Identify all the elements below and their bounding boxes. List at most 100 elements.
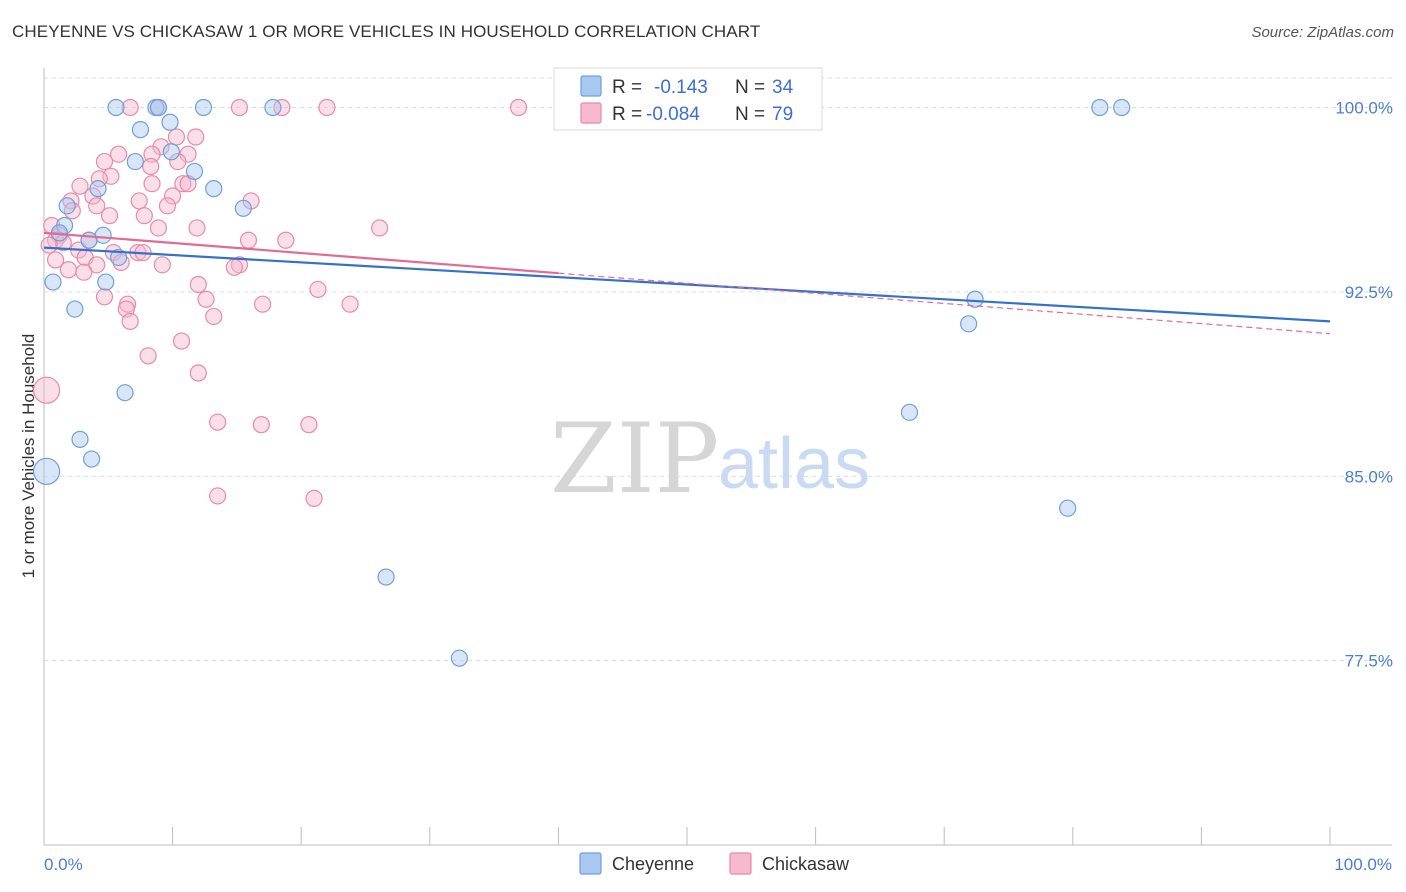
chickasaw-point [100, 207, 119, 225]
cheyenne-point [109, 248, 128, 267]
cheyenne-point [116, 384, 134, 402]
chickasaw-trend-line [43, 231, 559, 275]
stats-legend: R = -0.143 N = 34 R = -0.084 N = 79 [553, 67, 823, 131]
chickasaw-point [88, 197, 106, 215]
cheyenne-trend-line [43, 246, 1331, 323]
chickasaw-point [164, 187, 182, 205]
cheyenne-point [900, 403, 919, 421]
cheyenne-point [32, 457, 61, 485]
cheyenne-point [149, 98, 168, 117]
grid-layer [44, 77, 1392, 662]
chickasaw-point [305, 489, 323, 507]
points-layer [32, 98, 1131, 667]
chickasaw-point [189, 364, 207, 382]
y-tick-label: 92.5% [1345, 283, 1393, 302]
cheyenne-point [194, 98, 213, 117]
chickasaw-point [197, 290, 215, 308]
legend-r-value-cheyenne: -0.143 [654, 77, 708, 98]
chickasaw-point [173, 332, 191, 350]
cheyenne-point [205, 180, 223, 198]
trend-layer [43, 231, 1331, 335]
chickasaw-point [341, 295, 359, 313]
watermark-atlas: atlas [718, 424, 870, 504]
legend-n-value-chickasaw: 79 [772, 104, 793, 125]
x-tick-label-min: 0.0% [44, 855, 83, 874]
cheyenne-point [1113, 98, 1131, 117]
y-tick-labels: 77.5% 85.0% 92.5% 100.0% [1335, 99, 1393, 671]
cheyenne-point [71, 430, 89, 448]
cheyenne-point [185, 162, 204, 181]
chickasaw-point [277, 231, 295, 249]
chickasaw-point [205, 307, 223, 326]
cheyenne-point [82, 450, 101, 468]
chickasaw-point [230, 98, 249, 117]
chickasaw-point [254, 295, 272, 313]
legend-n-value-cheyenne: 34 [772, 77, 794, 98]
chart-title: CHEYENNE VS CHICKASAW 1 OR MORE VEHICLES… [12, 22, 761, 41]
chickasaw-trend-line-extension [558, 272, 1331, 335]
y-axis-label: 1 or more Vehicles in Household [19, 334, 38, 579]
legend-n-label-cheyenne: N = [735, 77, 765, 98]
legend-n-label-chickasaw: N = [735, 104, 765, 125]
chickasaw-point [149, 219, 168, 237]
x-axis-ticks [43, 827, 1331, 845]
chickasaw-point [209, 487, 227, 505]
chickasaw-point [46, 251, 65, 269]
chickasaw-point [239, 231, 258, 249]
chickasaw-point [130, 192, 148, 210]
chickasaw-point [509, 98, 528, 117]
chickasaw-point [273, 98, 291, 117]
chickasaw-point [158, 197, 177, 215]
cheyenne-point [80, 231, 98, 249]
chickasaw-point [371, 219, 389, 237]
chickasaw-point [142, 157, 160, 176]
chickasaw-point [109, 145, 128, 163]
chickasaw-point [143, 145, 161, 163]
chickasaw-point [309, 280, 327, 299]
chickasaw-point [252, 416, 270, 434]
chickasaw-point [139, 347, 157, 365]
series-legend: Cheyenne Chickasaw [579, 852, 850, 875]
chickasaw-point [167, 128, 186, 146]
chickasaw-point [189, 275, 207, 294]
legend-r-label-chickasaw: R = [612, 104, 642, 125]
cheyenne-point [97, 273, 115, 291]
chickasaw-point [169, 152, 187, 171]
chickasaw-point [32, 376, 61, 404]
legend-swatch-cheyenne [580, 75, 602, 97]
chickasaw-point [95, 288, 114, 306]
chickasaw-point [209, 413, 227, 431]
chickasaw-point [187, 128, 205, 146]
x-tick-label-max: 100.0% [1334, 855, 1392, 874]
chickasaw-point [225, 258, 243, 276]
chickasaw-point [121, 312, 139, 330]
y-tick-label: 77.5% [1345, 652, 1393, 671]
chickasaw-point [95, 152, 114, 171]
chickasaw-point [174, 175, 192, 193]
cheyenne-point [264, 98, 282, 117]
cheyenne-point [162, 143, 180, 161]
source-credit: Source: ZipAtlas.com [1251, 24, 1394, 41]
chickasaw-point [71, 177, 89, 195]
chickasaw-point [88, 256, 106, 274]
chickasaw-point [112, 253, 130, 271]
cheyenne-point [966, 290, 984, 308]
chickasaw-point [135, 207, 153, 225]
chickasaw-point [121, 98, 139, 117]
cheyenne-point [1091, 98, 1109, 117]
cheyenne-point [44, 273, 62, 291]
chickasaw-point [143, 175, 161, 193]
cheyenne-point [161, 113, 179, 131]
cheyenne-point [89, 180, 107, 198]
legend-label-cheyenne: Cheyenne [612, 854, 694, 874]
y-tick-label: 85.0% [1345, 467, 1393, 486]
legend-label-chickasaw: Chickasaw [762, 854, 850, 874]
chickasaw-point [318, 98, 336, 117]
legend-swatch-cheyenne-bottom [579, 852, 602, 875]
cheyenne-point [126, 152, 144, 171]
cheyenne-point [450, 649, 468, 667]
cheyenne-point [234, 199, 252, 217]
cheyenne-point [58, 197, 76, 215]
cheyenne-point [1059, 499, 1077, 517]
